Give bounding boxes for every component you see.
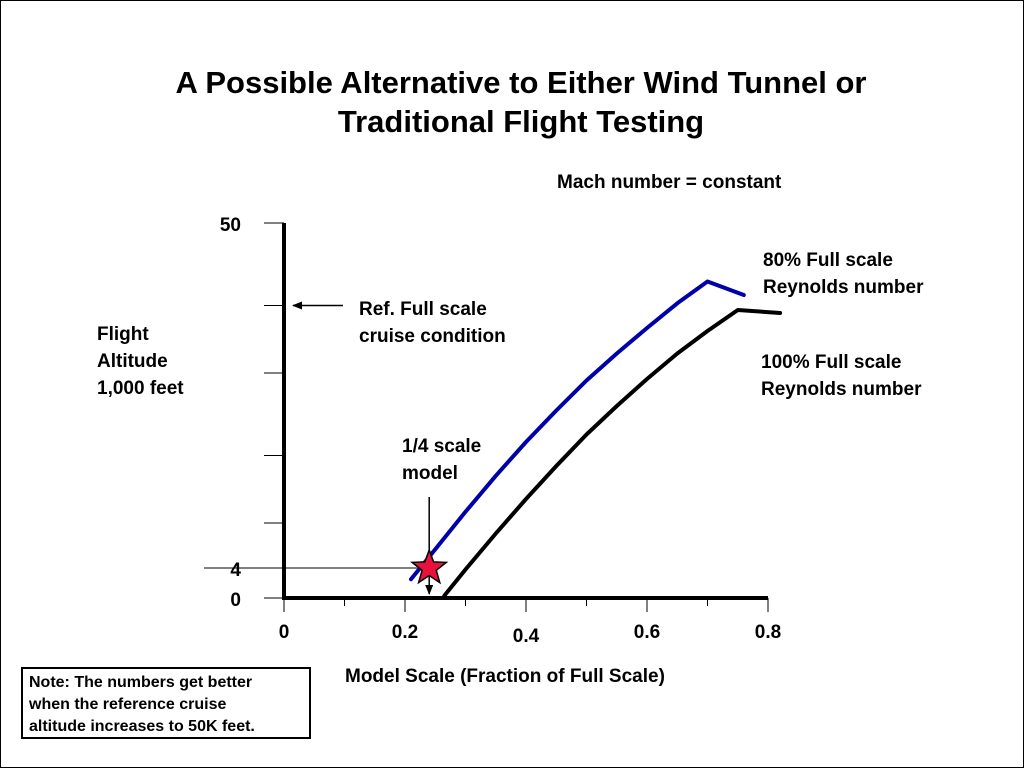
legend-80-label: 80% Full scale Reynolds number <box>763 247 923 301</box>
x-tick-label: 0.8 <box>755 622 781 643</box>
x-tick-label: 0.4 <box>513 626 540 647</box>
x-tick-label: 0.2 <box>392 622 418 643</box>
x-axis-label: Model Scale (Fraction of Full Scale) <box>345 666 665 687</box>
legend-100-label: 100% Full scale Reynolds number <box>761 349 921 403</box>
star-marker <box>410 547 449 585</box>
ref-condition-line-2: cruise condition <box>359 326 506 347</box>
title-line-2: Traditional Flight Testing <box>337 104 705 139</box>
ref-condition-line-1: Ref. Full scale <box>359 299 487 320</box>
note-line-2: when the reference cruise <box>29 696 227 713</box>
legend-100-line-1: 100% Full scale <box>761 352 902 373</box>
note-box: Note: The numbers get better when the re… <box>21 667 311 739</box>
y-tick-label: 50 <box>220 215 241 236</box>
note-line-3: altitude increases to 50K feet. <box>29 718 255 735</box>
legend-100-line-2: Reynolds number <box>761 379 922 400</box>
note-line-1: Note: The numbers get better <box>29 674 253 691</box>
x-tick-label: 0.6 <box>634 622 660 643</box>
y-axis-label-line-1: Flight <box>97 324 149 345</box>
y-tick-label: 4 <box>230 560 241 581</box>
y-axis-label-line-2: Altitude <box>97 351 168 372</box>
y-tick-label: 0 <box>230 590 241 611</box>
mach-constant-label: Mach number = constant <box>557 172 782 193</box>
title-line-1: A Possible Alternative to Either Wind Tu… <box>175 65 867 100</box>
x-tick-label: 0 <box>279 622 290 643</box>
y-axis-label-line-3: 1,000 feet <box>97 378 184 399</box>
quarter-scale-line-1: 1/4 scale <box>402 436 482 457</box>
ref-condition-label: Ref. Full scale cruise condition <box>359 296 506 350</box>
quarter-scale-line-2: model <box>402 463 458 484</box>
quarter-scale-label: 1/4 scale model <box>402 433 481 487</box>
series-line-100 <box>442 308 783 598</box>
series-line-80 <box>409 279 746 582</box>
legend-80-line-2: Reynolds number <box>763 277 924 298</box>
slide-title: A Possible Alternative to Either Wind Tu… <box>61 63 981 141</box>
legend-80-line-1: 80% Full scale <box>763 250 893 271</box>
y-axis-label: Flight Altitude 1,000 feet <box>97 321 184 402</box>
